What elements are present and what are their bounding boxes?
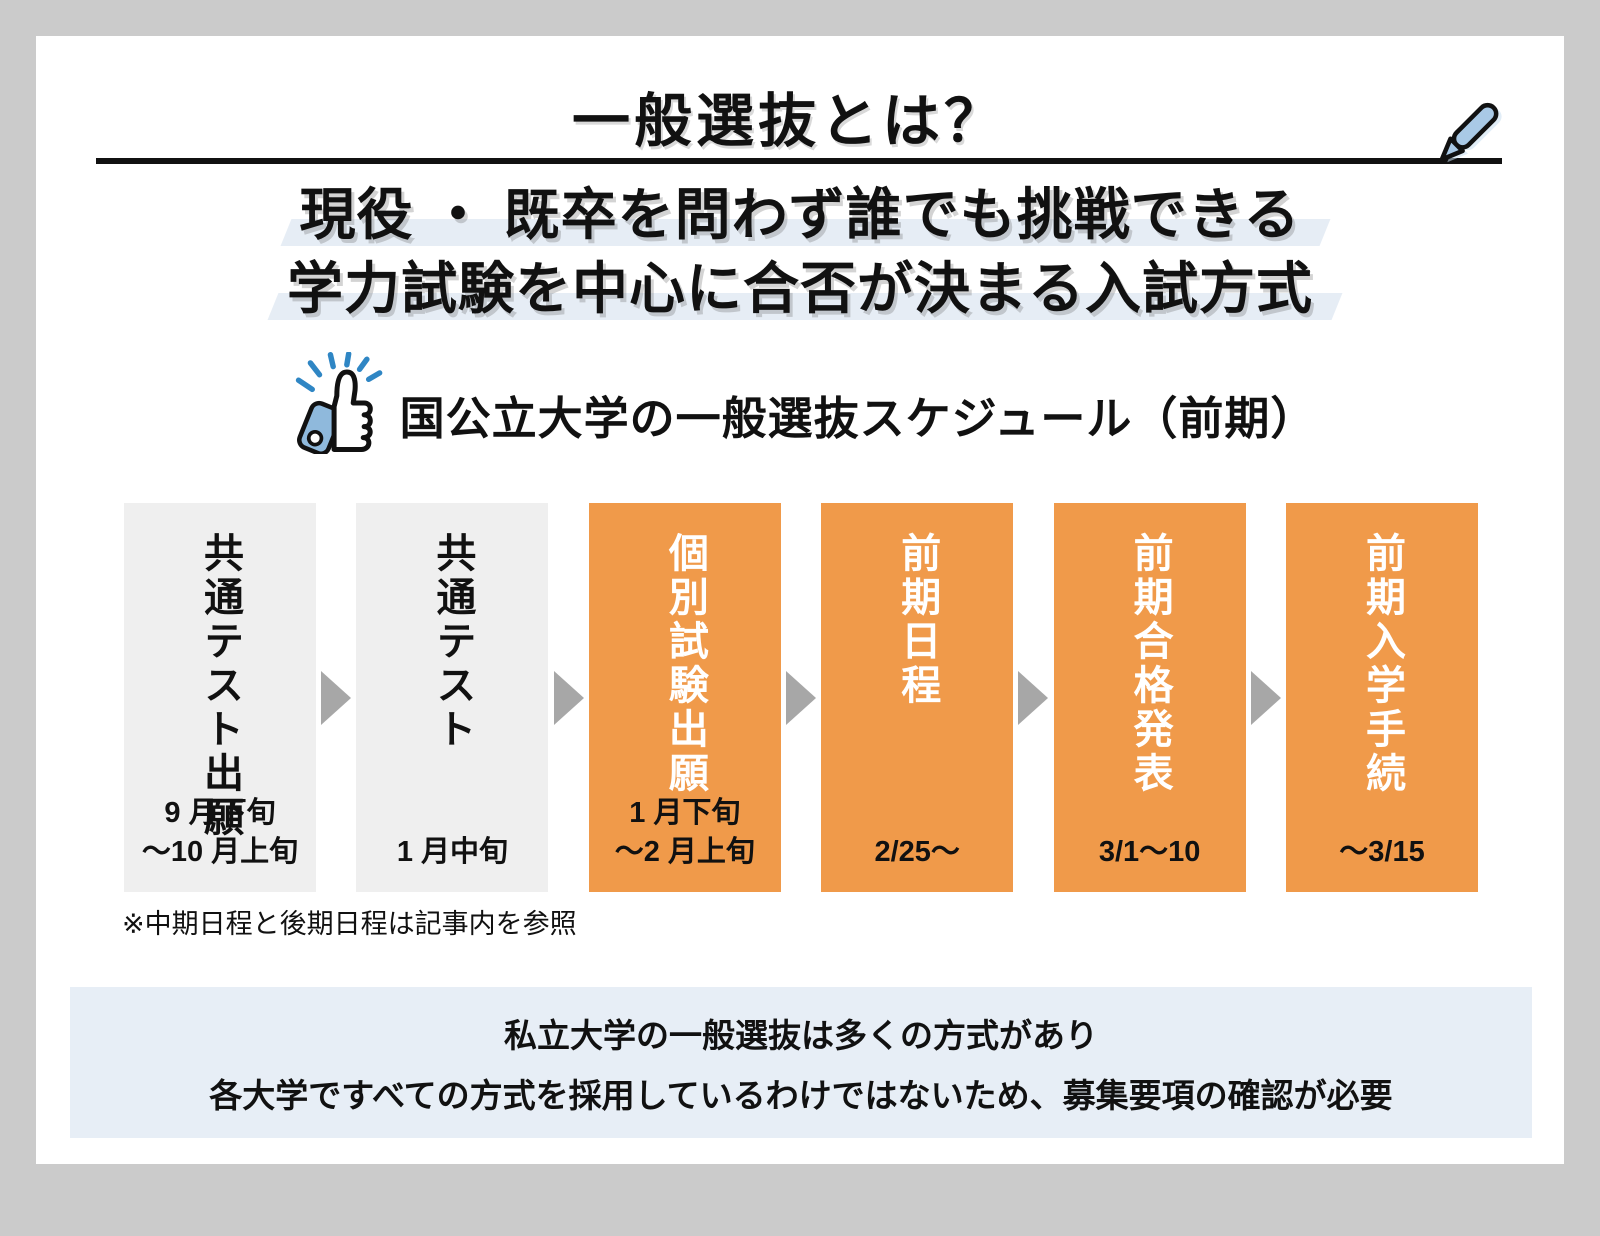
notice-line1: 私立大学の一般選抜は多くの方式があり [504,1016,1098,1054]
flow-step-kyotsu-test: 共通テスト 1 月中旬 [356,503,549,892]
notice-line2: 各大学ですべての方式を採用しているわけではないため、募集要項の確認が必要 [209,1076,1393,1114]
pencil-icon [1414,79,1514,174]
flow-step-label: 個別試験出願 [662,532,707,796]
flow-step-date: 1 月下旬 〜2 月上旬 [614,796,755,868]
flow-step-label: 前期日程 [895,532,940,708]
flow-connector [1246,503,1286,892]
private-university-notice: 私立大学の一般選抜は多くの方式があり 各大学ですべての方式を採用しているわけでは… [70,987,1532,1138]
flow-connector [548,503,588,892]
flow-step-date: 9 月下旬 〜10 月上旬 [141,796,299,868]
infographic-card: 一般選抜とは？ 現役 ・ 既卒を問わず誰でも挑戦できる [36,36,1564,1164]
flow-connector [316,503,356,892]
arrow-right-icon [1018,670,1049,725]
flow-step-kyotsu-test-shutsugan: 共通テスト出願 9 月下旬 〜10 月上旬 [124,503,316,892]
headline: 現役 ・ 既卒を問わず誰でも挑戦できる 学力試験を中心に合否が決まる入試方式 [36,178,1564,326]
flow-connector [781,503,821,892]
arrow-right-icon [786,670,817,725]
schedule-heading: 国公立大学の一般選抜スケジュール（前期） [399,393,1317,444]
flow-step-date: 2/25〜 [874,835,960,868]
headline-line2: 学力試験を中心に合否が決まる入試方式 [267,252,1343,326]
flow-step-date: 1 月中旬 [396,835,508,868]
flow-step-label: 前期合格発表 [1127,532,1172,796]
arrow-right-icon [321,670,352,725]
flow-connector [1013,503,1053,892]
flow-step-date: 〜3/15 [1339,835,1425,868]
thumbs-up-icon [284,351,386,456]
headline-line1: 現役 ・ 既卒を問わず誰でも挑戦できる [280,178,1330,252]
page-title: 一般選抜とは？ [571,89,1006,154]
flow-step-label: 共通テスト出願 [198,532,242,840]
flow-step-date: 3/1〜10 [1098,835,1201,868]
flow-step-label: 共通テスト [430,532,475,752]
footnote: ※中期日程と後期日程は記事内を参照 [122,909,577,939]
flow-step-zenki-nyugaku-tetsuzuki: 前期入学手続 〜3/15 [1286,503,1479,892]
flow-step-zenki-gokaku-happyo: 前期合格発表 3/1〜10 [1053,503,1246,892]
schedule-flow: 共通テスト出願 9 月下旬 〜10 月上旬 共通テスト 1 月中旬 個別試験出願… [124,503,1479,892]
schedule-heading-row: 国公立大学の一般選抜スケジュール（前期） [36,351,1564,456]
title-underline [96,158,1502,164]
arrow-right-icon [1250,670,1281,725]
flow-step-zenki-nittei: 前期日程 2/25〜 [821,503,1014,892]
arrow-right-icon [553,670,584,725]
flow-step-label: 前期入学手続 [1360,532,1405,796]
flow-step-kobetsu-shiken-shutsugan: 個別試験出願 1 月下旬 〜2 月上旬 [588,503,781,892]
